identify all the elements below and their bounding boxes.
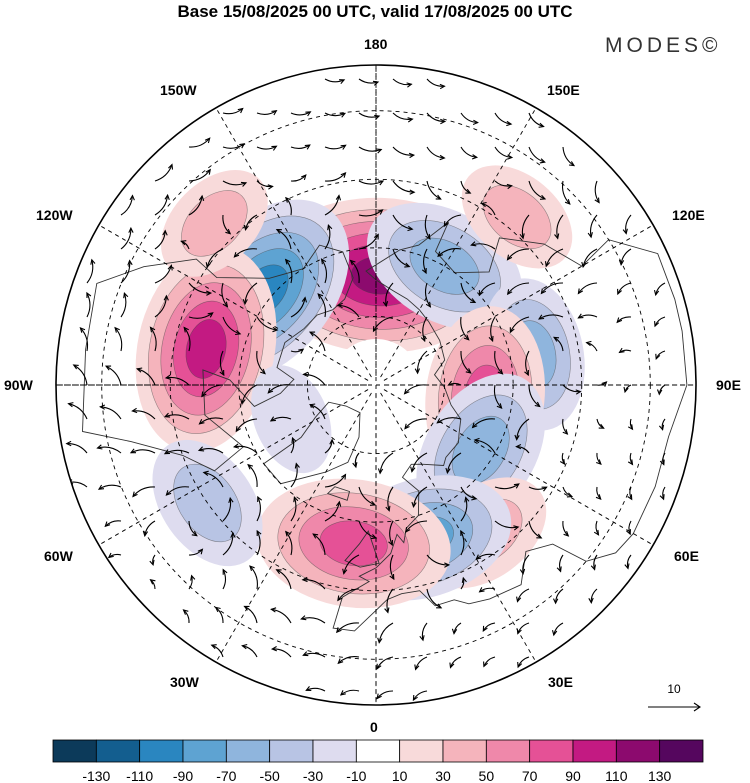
colorbar-swatch bbox=[355, 739, 401, 763]
meridian-line bbox=[383, 389, 654, 546]
colorbar-tick-label: -70 bbox=[216, 768, 236, 783]
brand-logo: MODES© bbox=[605, 34, 722, 57]
colorbar: -130 -110 -90 -70 -50 -30 -10 10 30 50 70 90 110 130 bbox=[52, 739, 704, 783]
meridian-line bbox=[380, 107, 537, 378]
label-lon-90e: 90E bbox=[716, 377, 741, 393]
label-lon-60w: 60W bbox=[44, 548, 73, 564]
anomaly-contour bbox=[185, 319, 227, 379]
label-lon-90w: 90W bbox=[4, 377, 33, 393]
colorbar-tick-label: 30 bbox=[435, 768, 451, 783]
reference-vector-label: 10 bbox=[667, 682, 681, 696]
meridian-line bbox=[383, 224, 654, 381]
colorbar-tick-label: 10 bbox=[392, 768, 408, 783]
colorbar-swatch bbox=[182, 739, 227, 763]
land-outline bbox=[263, 401, 361, 485]
meridian-line bbox=[215, 107, 372, 378]
colorbar-swatch bbox=[485, 739, 531, 763]
land-outline bbox=[332, 221, 688, 632]
colorbar-swatch bbox=[659, 739, 704, 763]
label-lon-0: 0 bbox=[370, 719, 378, 735]
label-lon-30w: 30W bbox=[170, 674, 199, 690]
land-outline bbox=[82, 244, 354, 472]
colorbar-tick-label: -10 bbox=[346, 768, 366, 783]
coastlines bbox=[82, 221, 688, 632]
label-lon-150e: 150E bbox=[547, 82, 580, 98]
reference-vector: 10 bbox=[648, 682, 701, 712]
meridian-line bbox=[98, 224, 369, 381]
colorbar-tick-label: -90 bbox=[173, 768, 193, 783]
label-lon-120w: 120W bbox=[36, 207, 73, 223]
colorbar-swatch bbox=[139, 739, 184, 763]
label-lon-180: 180 bbox=[364, 36, 388, 52]
colorbar-swatch bbox=[442, 739, 487, 763]
label-lon-60e: 60E bbox=[674, 548, 699, 564]
colorbar-tick-label: -50 bbox=[260, 768, 280, 783]
colorbar-swatch bbox=[52, 739, 97, 763]
label-lon-150w: 150W bbox=[160, 82, 197, 98]
meridian-line bbox=[215, 392, 372, 663]
colorbar-tick-label: -110 bbox=[126, 768, 153, 783]
colorbar-tick-label: 130 bbox=[648, 768, 672, 783]
colorbar-tick-label: 90 bbox=[565, 768, 581, 783]
colorbar-tick-label: -30 bbox=[303, 768, 323, 783]
anomaly-contour bbox=[319, 520, 388, 567]
label-lon-30e: 30E bbox=[548, 674, 573, 690]
colorbar-swatch bbox=[95, 739, 141, 763]
wind-vectors bbox=[65, 78, 666, 702]
anomaly-contour bbox=[482, 184, 552, 249]
label-lon-120e: 120E bbox=[672, 207, 705, 223]
colorbar-tick-label: -130 bbox=[82, 768, 110, 783]
land-outline bbox=[326, 486, 351, 501]
colorbar-tick-label: 50 bbox=[479, 768, 495, 783]
colorbar-tick-label: 110 bbox=[605, 768, 628, 783]
colorbar-swatch bbox=[225, 739, 271, 763]
colorbar-swatch bbox=[572, 739, 617, 763]
colorbar-tick-label: 70 bbox=[522, 768, 538, 783]
colorbar-swatch bbox=[529, 739, 574, 763]
meridian-line bbox=[380, 392, 537, 663]
colorbar-swatch bbox=[269, 739, 314, 763]
colorbar-swatch bbox=[399, 739, 444, 763]
colorbar-swatch bbox=[312, 739, 357, 763]
map-title: Base 15/08/2025 00 UTC, valid 17/08/2025… bbox=[177, 2, 573, 21]
colorbar-swatch bbox=[615, 739, 661, 763]
